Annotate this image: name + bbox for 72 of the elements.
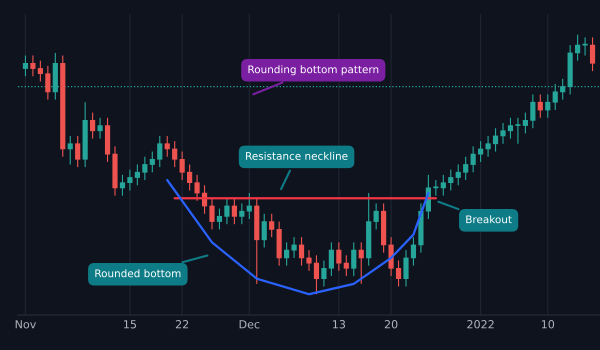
candlestick [38, 60, 43, 82]
candlestick [403, 250, 409, 288]
x-tick-label: 15 [124, 320, 136, 328]
candlestick [134, 164, 140, 186]
candlestick [75, 135, 80, 168]
candlestick [485, 135, 491, 158]
candlestick [314, 254, 320, 295]
candlestick [22, 54, 28, 77]
annotation: Rounding bottom pattern [248, 65, 378, 76]
x-tick-label: 13 [332, 320, 346, 328]
annotation: Resistance neckline [246, 152, 348, 160]
candlestick [500, 122, 506, 144]
candlestick [120, 174, 126, 196]
candlestick [530, 94, 536, 129]
x-tick-label: 22 [176, 320, 188, 328]
candlestick [90, 112, 96, 140]
candlestick [224, 198, 230, 225]
x-tick-label: 20 [384, 320, 398, 328]
candlestick [232, 198, 237, 225]
candlestick [180, 150, 185, 181]
candlestick [410, 236, 416, 266]
candlestick [284, 242, 290, 266]
annotation: Rounded bottom [95, 269, 180, 278]
candlestick [515, 117, 521, 144]
candlestick [374, 202, 379, 230]
candlestick [321, 260, 327, 288]
candlestick [492, 128, 498, 152]
candlestick [590, 36, 596, 72]
candlestick [538, 94, 543, 118]
candlestick [478, 140, 484, 162]
x-tick-label: 2022 [467, 320, 494, 328]
candlestick [216, 208, 222, 230]
candlestick [269, 213, 274, 238]
x-tick-label: Dec [240, 320, 260, 328]
candlestick [68, 135, 73, 166]
candlestick [358, 242, 364, 284]
candlestick [262, 213, 267, 248]
candlestick [246, 192, 252, 220]
x-tick-label: 10 [542, 320, 554, 328]
candlestick [456, 164, 461, 186]
candlestick [172, 140, 178, 168]
candlestick [157, 135, 162, 168]
candlestick [298, 236, 304, 266]
candlestick [45, 65, 50, 100]
candlestick [336, 242, 342, 272]
candlestick [127, 169, 133, 192]
candlestick [463, 156, 468, 181]
candlestick [239, 202, 244, 225]
candlestick [545, 94, 550, 118]
candlestick [448, 169, 454, 192]
candlestick [328, 242, 334, 277]
candlestick [209, 198, 215, 230]
candlestick [440, 174, 446, 196]
candlestick [30, 54, 36, 77]
candlestick [344, 254, 349, 277]
candlestick [396, 260, 402, 288]
candlestick [142, 156, 148, 181]
x-tick-label: Nov [16, 320, 36, 328]
annotation: Breakout [466, 215, 512, 224]
candlestick [150, 150, 155, 173]
candlestick [291, 236, 297, 258]
candlestick [164, 135, 170, 158]
candlestick [97, 117, 103, 140]
candlestick [306, 250, 312, 272]
candlestick [470, 146, 476, 173]
candlestick [575, 34, 580, 62]
candlestick [522, 112, 528, 134]
candlestick [351, 242, 356, 277]
candlestick [187, 164, 192, 192]
candlestick [508, 117, 514, 140]
candlestick [552, 84, 558, 111]
candlestick [194, 174, 200, 202]
